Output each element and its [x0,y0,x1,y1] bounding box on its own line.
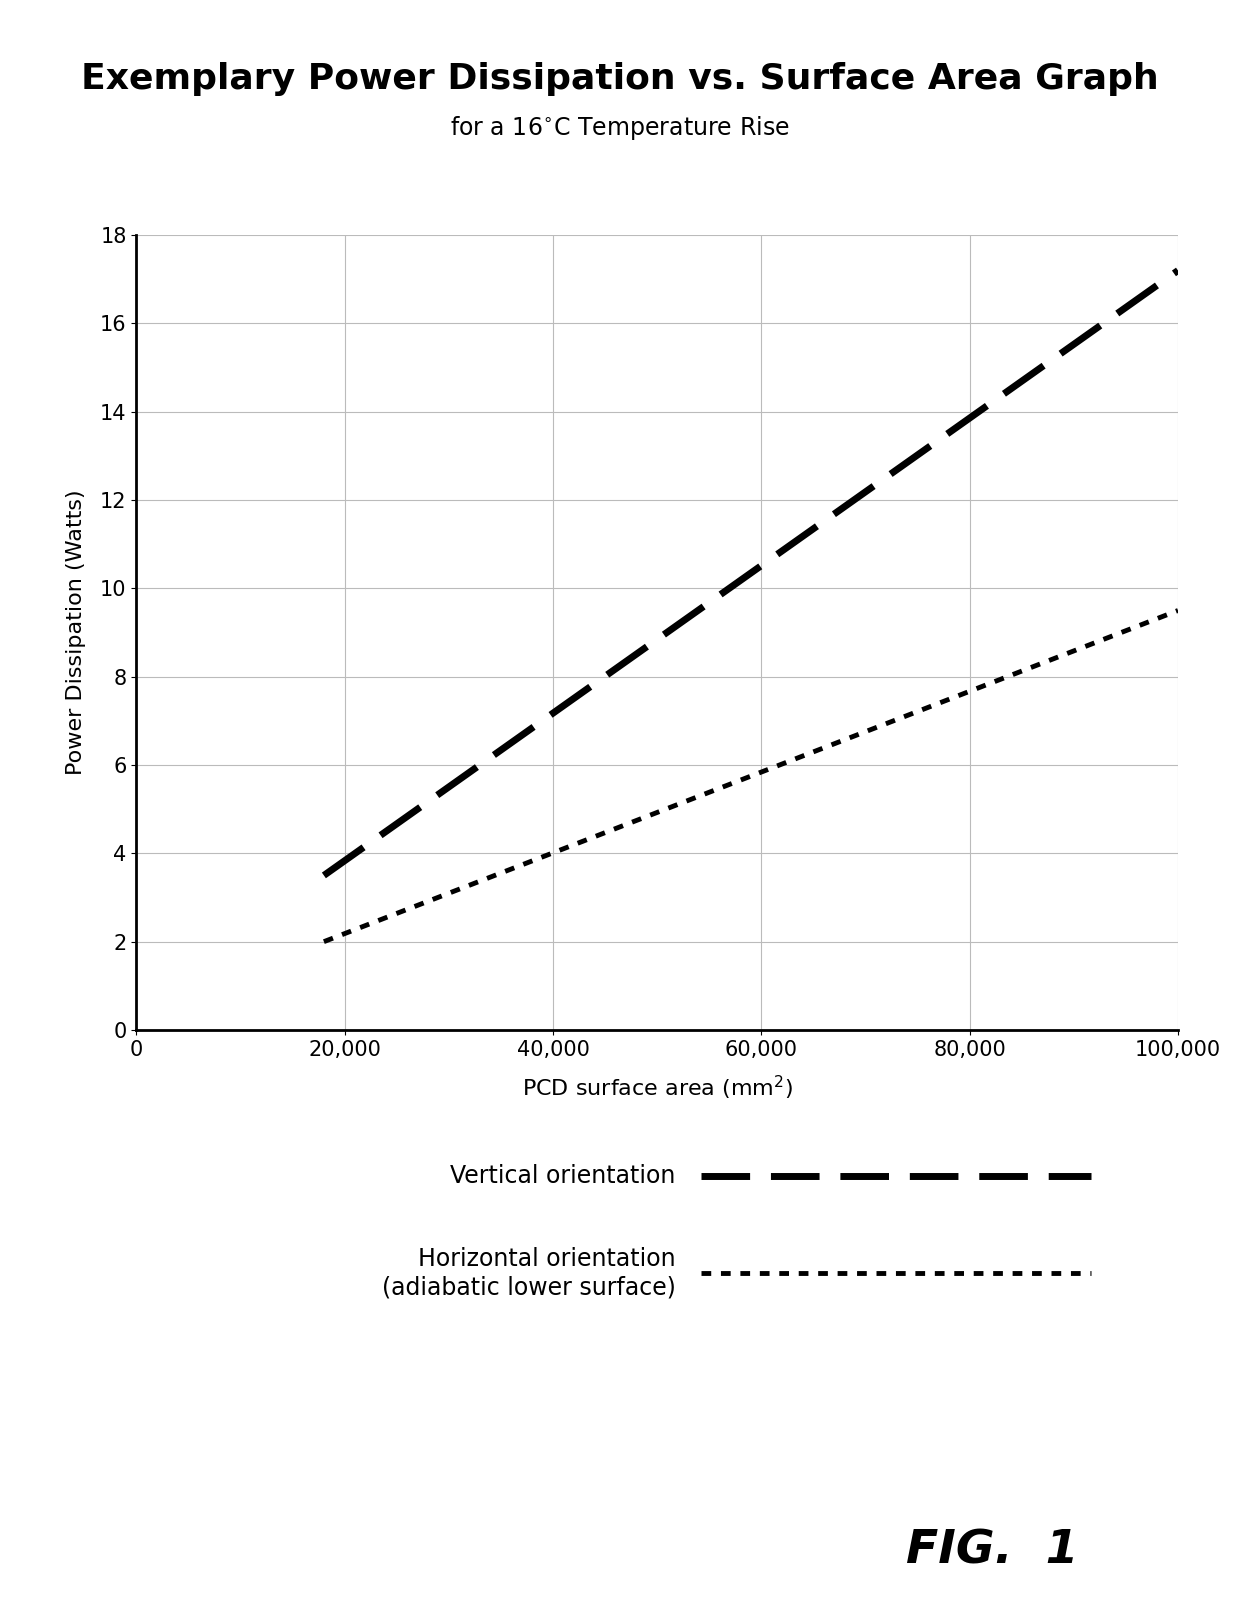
Text: FIG.  1: FIG. 1 [906,1528,1079,1573]
Text: Vertical orientation: Vertical orientation [450,1165,676,1187]
Y-axis label: Power Dissipation (Watts): Power Dissipation (Watts) [66,490,86,775]
Text: for a 16$^{\circ}$C Temperature Rise: for a 16$^{\circ}$C Temperature Rise [450,114,790,141]
X-axis label: PCD surface area (mm$^{2}$): PCD surface area (mm$^{2}$) [522,1074,792,1101]
Text: Horizontal orientation
(adiabatic lower surface): Horizontal orientation (adiabatic lower … [382,1247,676,1299]
Text: Exemplary Power Dissipation vs. Surface Area Graph: Exemplary Power Dissipation vs. Surface … [81,62,1159,96]
